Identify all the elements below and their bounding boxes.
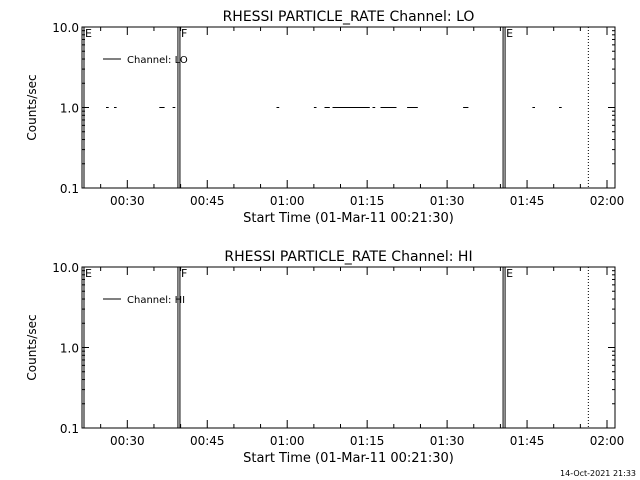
panel-2-x-tick-label: 00:45 bbox=[190, 434, 225, 448]
footer-timestamp: 14-Oct-2021 21:33 bbox=[560, 469, 636, 478]
panel-1-y-tick-label: 10.0 bbox=[52, 21, 79, 35]
panel-1-y-tick-label: 1.0 bbox=[60, 102, 79, 116]
panel-1-x-tick-label: 01:30 bbox=[430, 194, 465, 208]
panel-2-marker-label: F bbox=[181, 267, 187, 280]
panel-2-plot-frame bbox=[81, 266, 616, 429]
panel-2-chart-title: RHESSI PARTICLE_RATE Channel: HI bbox=[224, 249, 472, 265]
panel-1-x-tick-label: 01:00 bbox=[270, 194, 305, 208]
panel-2-y-axis-label: Counts/sec bbox=[25, 314, 39, 380]
panel-1-x-tick-label: 02:00 bbox=[590, 194, 625, 208]
panel-2-x-axis-label: Start Time (01-Mar-11 00:21:30) bbox=[243, 451, 454, 466]
panel-2-marker-label: E bbox=[506, 267, 513, 280]
panel-2-x-tick-label: 02:00 bbox=[590, 434, 625, 448]
panel-2-y-tick-label: 10.0 bbox=[52, 261, 79, 275]
panel-1-x-tick-label: 01:15 bbox=[350, 194, 385, 208]
panel-1-marker-label: E bbox=[85, 27, 92, 40]
panel-1-y-tick-label: 0.1 bbox=[60, 182, 79, 196]
panel-2-marker-label: E bbox=[85, 267, 92, 280]
panel-2-y-tick-label: 1.0 bbox=[60, 342, 79, 356]
panel-1-marker-label: E bbox=[506, 27, 513, 40]
panel-1-x-tick-label: 01:45 bbox=[510, 194, 545, 208]
panel-2-legend-label: Channel: HI bbox=[127, 295, 185, 306]
panel-1-x-axis-label: Start Time (01-Mar-11 00:21:30) bbox=[243, 211, 454, 226]
panel-1-chart-title: RHESSI PARTICLE_RATE Channel: LO bbox=[223, 9, 475, 25]
panel-2-x-tick-label: 01:45 bbox=[510, 434, 545, 448]
panel-2-x-tick-label: 01:00 bbox=[270, 434, 305, 448]
panel-1-x-tick-label: 00:45 bbox=[190, 194, 225, 208]
panel-2-x-tick-label: 01:15 bbox=[350, 434, 385, 448]
panel-1-legend-label: Channel: LO bbox=[127, 55, 188, 66]
panel-1-marker-label: F bbox=[181, 27, 187, 40]
panel-1-y-axis-label: Counts/sec bbox=[25, 74, 39, 140]
panel-2-x-tick-label: 00:30 bbox=[110, 434, 145, 448]
panel-1-x-tick-label: 00:30 bbox=[110, 194, 145, 208]
panel-2-x-tick-label: 01:30 bbox=[430, 434, 465, 448]
panel-2-y-tick-label: 0.1 bbox=[60, 422, 79, 436]
